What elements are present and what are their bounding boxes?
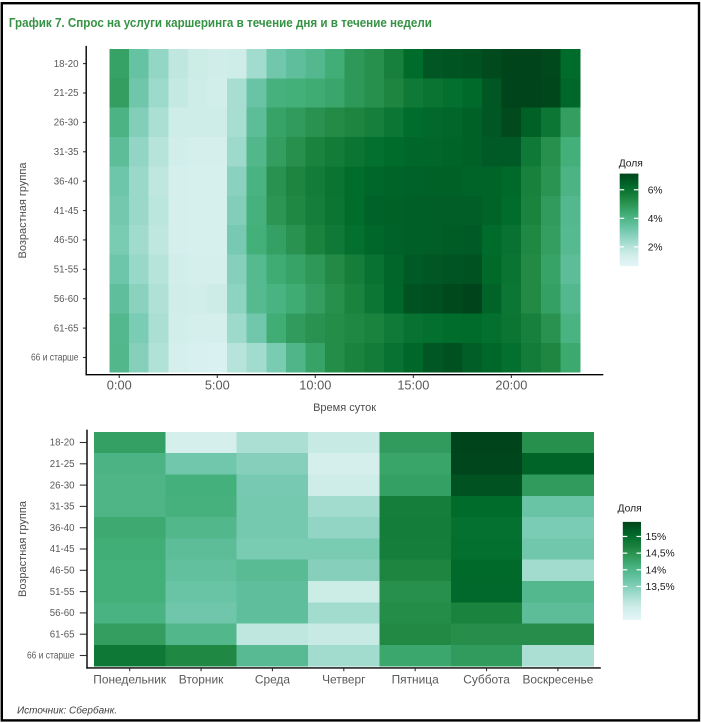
svg-text:18-20: 18-20 bbox=[50, 438, 75, 449]
svg-text:56-60: 56-60 bbox=[54, 294, 79, 305]
svg-text:51-55: 51-55 bbox=[50, 587, 75, 598]
svg-text:Суббота: Суббота bbox=[463, 672, 510, 686]
svg-text:51-55: 51-55 bbox=[54, 265, 79, 276]
svg-text:21-25: 21-25 bbox=[54, 88, 79, 99]
svg-text:18-20: 18-20 bbox=[54, 59, 79, 70]
svg-text:41-45: 41-45 bbox=[50, 544, 75, 555]
svg-text:Среда: Среда bbox=[255, 672, 290, 686]
svg-text:36-40: 36-40 bbox=[50, 523, 75, 534]
svg-text:13,5%: 13,5% bbox=[646, 582, 675, 593]
svg-text:15:00: 15:00 bbox=[397, 377, 429, 392]
svg-text:Понедельник: Понедельник bbox=[93, 672, 167, 686]
svg-text:10:00: 10:00 bbox=[299, 377, 331, 392]
svg-text:4%: 4% bbox=[648, 214, 663, 225]
svg-text:Доля: Доля bbox=[618, 504, 642, 515]
svg-text:График 7. Спрос на услуги карш: График 7. Спрос на услуги каршеринга в т… bbox=[9, 15, 432, 30]
svg-text:Источник: Сбербанк.: Источник: Сбербанк. bbox=[17, 705, 117, 717]
svg-text:31-35: 31-35 bbox=[50, 502, 75, 513]
svg-text:66 и старше: 66 и старше bbox=[27, 651, 75, 662]
svg-text:Четверг: Четверг bbox=[322, 672, 365, 686]
svg-text:14%: 14% bbox=[646, 565, 667, 576]
svg-text:2%: 2% bbox=[648, 242, 663, 253]
svg-text:61-65: 61-65 bbox=[50, 629, 75, 640]
svg-text:26-30: 26-30 bbox=[54, 118, 79, 129]
svg-text:Пятница: Пятница bbox=[392, 672, 439, 686]
svg-text:56-60: 56-60 bbox=[50, 608, 75, 619]
svg-text:41-45: 41-45 bbox=[54, 206, 79, 217]
svg-text:21-25: 21-25 bbox=[50, 459, 75, 470]
svg-text:5:00: 5:00 bbox=[205, 377, 230, 392]
svg-text:15%: 15% bbox=[646, 532, 667, 543]
svg-text:0:00: 0:00 bbox=[107, 377, 132, 392]
svg-text:Возрастная группа: Возрастная группа bbox=[17, 500, 29, 597]
svg-text:46-50: 46-50 bbox=[54, 235, 79, 246]
svg-text:Время суток: Время суток bbox=[313, 402, 376, 414]
svg-text:66 и старше: 66 и старше bbox=[31, 353, 79, 364]
svg-text:20:00: 20:00 bbox=[495, 377, 527, 392]
svg-text:Доля: Доля bbox=[619, 158, 643, 169]
svg-text:26-30: 26-30 bbox=[50, 480, 75, 491]
svg-text:14,5%: 14,5% bbox=[646, 549, 675, 560]
svg-text:Вторник: Вторник bbox=[179, 672, 224, 686]
svg-text:31-35: 31-35 bbox=[54, 147, 79, 158]
svg-text:Возрастная группа: Возрастная группа bbox=[17, 162, 29, 259]
svg-text:46-50: 46-50 bbox=[50, 566, 75, 577]
svg-text:Воскресенье: Воскресенье bbox=[522, 672, 593, 686]
svg-text:6%: 6% bbox=[648, 185, 663, 196]
svg-text:61-65: 61-65 bbox=[54, 323, 79, 334]
svg-text:36-40: 36-40 bbox=[54, 176, 79, 187]
